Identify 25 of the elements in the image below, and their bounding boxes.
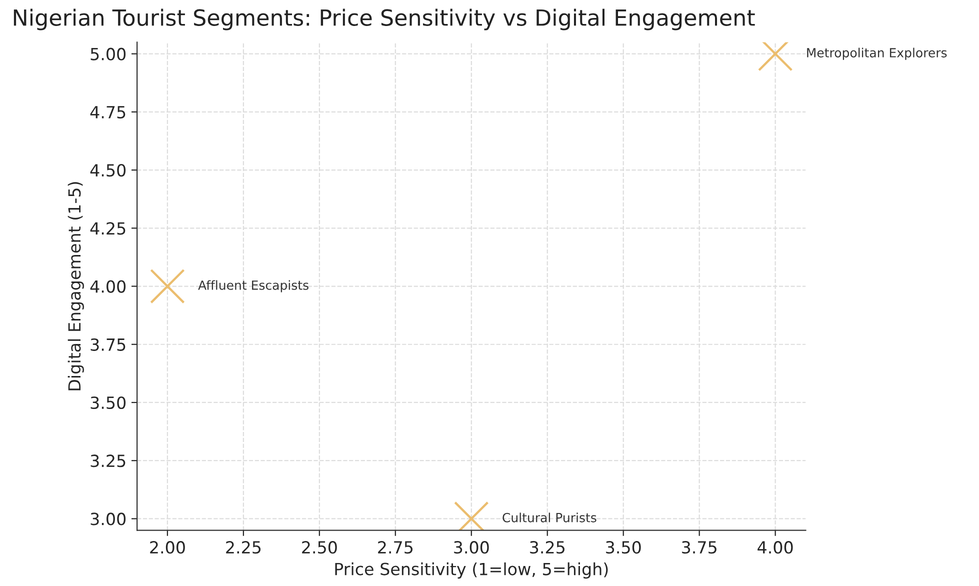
x-tick-label: 2.50 xyxy=(302,541,337,554)
y-tick-label: 4.25 xyxy=(90,222,126,235)
y-tick-label: 5.00 xyxy=(90,48,126,60)
y-tick-label: 4.75 xyxy=(90,106,126,118)
x-tick-label: 3.00 xyxy=(454,541,489,554)
x-tick-label: 3.50 xyxy=(606,541,641,554)
chart-title: Nigerian Tourist Segments: Price Sensitivity vs Digital Engagement xyxy=(14,8,755,30)
y-tick-label: 4.50 xyxy=(90,164,126,177)
x-tick-label: 3.25 xyxy=(530,541,564,554)
y-tick-label: 3.50 xyxy=(90,396,126,410)
point xyxy=(150,268,185,304)
annotation: Metropolitan Explorers xyxy=(807,48,947,60)
x-tick-label: 2.00 xyxy=(150,541,185,554)
annotation: Affluent Escapists xyxy=(198,280,308,292)
y-axis-title: Digital Engagement (1-5) xyxy=(68,182,84,390)
x-tick-label: 3.75 xyxy=(682,541,716,554)
x-tick-label: 4.00 xyxy=(758,541,793,554)
x-axis-title: Price Sensitivity (1=low, 5=high) xyxy=(335,562,608,579)
y-tick-label: 3.00 xyxy=(90,512,126,526)
x-tick-label: 2.75 xyxy=(378,541,413,554)
annotation: Cultural Purists xyxy=(502,512,596,522)
y-tick-label: 3.75 xyxy=(90,338,126,351)
y-tick-label: 4.00 xyxy=(90,280,126,293)
x-tick-label: 2.25 xyxy=(226,541,261,554)
y-tick-label: 3.25 xyxy=(90,454,126,468)
